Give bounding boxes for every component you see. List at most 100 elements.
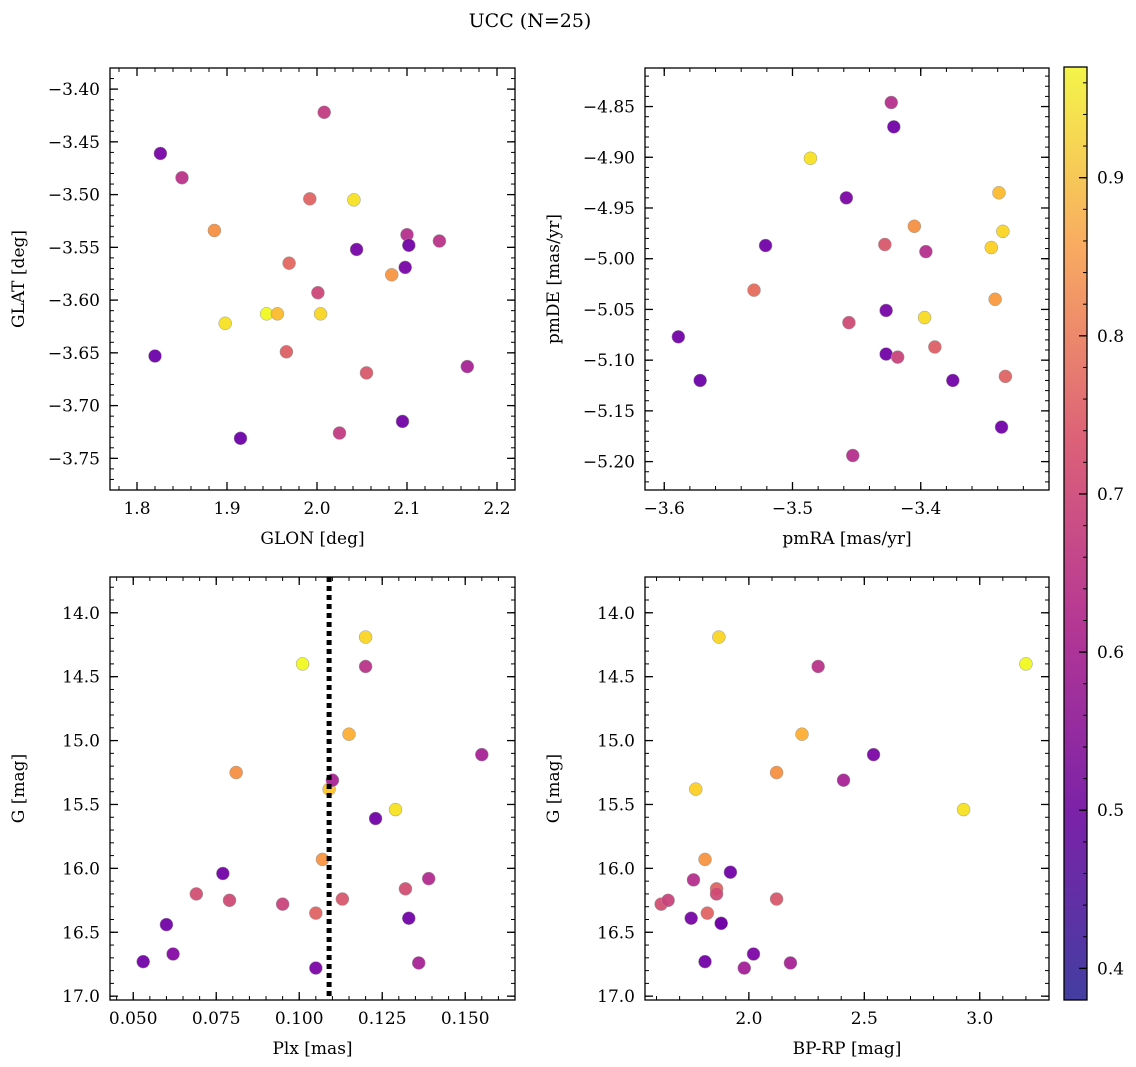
- scatter-point: [335, 892, 350, 906]
- y-axis-label: pmDE [mas/yr]: [544, 214, 564, 344]
- y-tick-label: 14.0: [597, 604, 635, 624]
- scatter-point: [229, 765, 243, 780]
- scatter-point: [671, 330, 686, 344]
- scatter-point: [758, 238, 773, 253]
- scatter-point: [166, 947, 180, 961]
- y-tick-label: −3.65: [48, 344, 100, 364]
- scatter-point: [309, 961, 323, 975]
- x-tick-label: 2.0: [735, 1009, 762, 1029]
- scatter-point: [661, 893, 675, 908]
- x-tick-label: 2.2: [483, 499, 510, 519]
- y-tick-label: −3.60: [48, 291, 100, 311]
- y-tick-label: 14.5: [597, 668, 635, 688]
- scatter-points: [671, 95, 1013, 463]
- scatter-point: [402, 911, 416, 925]
- colorbar-frame: [1063, 66, 1088, 1001]
- scatter-point: [737, 961, 752, 975]
- axes-frame: [644, 576, 1050, 1001]
- y-tick-label: −4.95: [583, 199, 635, 219]
- y-tick-label: 15.0: [62, 732, 100, 752]
- y-tick-label: −5.15: [583, 402, 635, 422]
- scatter-point: [218, 316, 232, 331]
- scatter-point: [878, 237, 892, 252]
- scatter-points: [136, 630, 489, 975]
- x-tick-label: 1.8: [123, 499, 150, 519]
- y-tick-label: 14.5: [62, 668, 100, 688]
- colorbar-tick-label: 0.5: [1097, 801, 1124, 821]
- scatter-point: [317, 105, 331, 120]
- y-tick-label: −5.20: [583, 453, 635, 473]
- x-axis-label: GLON [deg]: [260, 529, 364, 549]
- scatter-point: [879, 303, 893, 318]
- scatter-point: [769, 892, 784, 906]
- y-tick-label: 16.5: [597, 923, 635, 943]
- scatter-point: [222, 893, 237, 908]
- scatter-point: [700, 906, 715, 920]
- scatter-point: [803, 151, 818, 166]
- scatter-point: [836, 773, 851, 787]
- scatter-point: [153, 146, 168, 161]
- x-tick-label: 2.1: [393, 499, 420, 519]
- scatter-point: [698, 852, 712, 867]
- y-tick-label: −5.00: [583, 250, 635, 270]
- scatter-point: [879, 347, 893, 361]
- minor-ticks: [645, 68, 1050, 490]
- scatter-point: [956, 802, 971, 817]
- x-tick-label: −3.4: [900, 499, 941, 519]
- scatter-point: [175, 170, 189, 185]
- minor-ticks: [645, 577, 1050, 1000]
- scatter-point: [159, 917, 174, 932]
- colorbar: 0.4 0.5 0.6 0.7 0.8 0.9: [1063, 66, 1124, 1001]
- scatter-point: [917, 310, 932, 325]
- y-tick-label: 17.0: [597, 987, 635, 1007]
- scatter-point: [342, 727, 356, 741]
- scatter-points: [148, 105, 475, 446]
- scatter-point: [709, 887, 724, 901]
- scatter-point: [275, 897, 290, 911]
- y-tick-label: 14.0: [62, 604, 100, 624]
- scatter-point: [919, 244, 933, 259]
- scatter-point: [1019, 657, 1033, 671]
- scatter-point: [282, 256, 296, 270]
- minor-ticks: [110, 577, 516, 1000]
- colorbar-tick-label: 0.7: [1097, 485, 1124, 505]
- y-tick-label: −3.55: [48, 238, 100, 258]
- scatter-point: [136, 954, 150, 969]
- figure-title: UCC (N=25): [469, 10, 592, 32]
- scatter-point: [723, 865, 738, 879]
- x-tick-label: 1.9: [213, 499, 240, 519]
- scatter-point: [233, 431, 248, 446]
- x-tick-label: 2.5: [851, 1009, 878, 1029]
- y-tick-label: 15.0: [597, 732, 635, 752]
- scatter-point: [998, 369, 1013, 384]
- scatter-point: [712, 630, 726, 644]
- scatter-point: [207, 223, 222, 238]
- axes-frame: [644, 67, 1050, 491]
- scatter-point: [295, 657, 310, 671]
- axes-frame: [109, 576, 516, 1001]
- x-tick-label: −3.6: [644, 499, 685, 519]
- scatter-point: [984, 240, 999, 255]
- x-tick-label: 2.0: [303, 499, 330, 519]
- scatter-point: [347, 193, 361, 207]
- y-tick-label: 17.0: [62, 987, 100, 1007]
- y-axis-label: G [mag]: [544, 754, 564, 823]
- scatter-point: [398, 882, 413, 896]
- scatter-point: [746, 947, 761, 961]
- scatter-point: [395, 414, 410, 429]
- x-tick-label: 0.100: [275, 1009, 324, 1029]
- panel-glon-glat: 1.8 1.9 2.0 2.1 2.2 −3.40 −3.45 −3.50 −3.55 −3.60…: [9, 67, 516, 549]
- y-tick-label: 16.0: [597, 859, 635, 879]
- colorbar-gradient: [1064, 67, 1087, 1000]
- scatter-point: [148, 349, 162, 363]
- panel-pmra-pmde: −3.6 −3.5 −3.4 −4.85 −4.90 −4.95 −5.00 −5.05 −5.…: [544, 67, 1050, 549]
- scatter-point: [358, 659, 373, 674]
- x-tick-label: 0.050: [109, 1009, 158, 1029]
- scatter-point: [279, 345, 294, 359]
- scatter-point: [988, 292, 1002, 307]
- scatter-point: [358, 630, 373, 644]
- scatter-point: [992, 186, 1006, 200]
- scatter-point: [994, 420, 1009, 434]
- scatter-point: [693, 373, 707, 388]
- x-tick-label: −3.5: [772, 499, 813, 519]
